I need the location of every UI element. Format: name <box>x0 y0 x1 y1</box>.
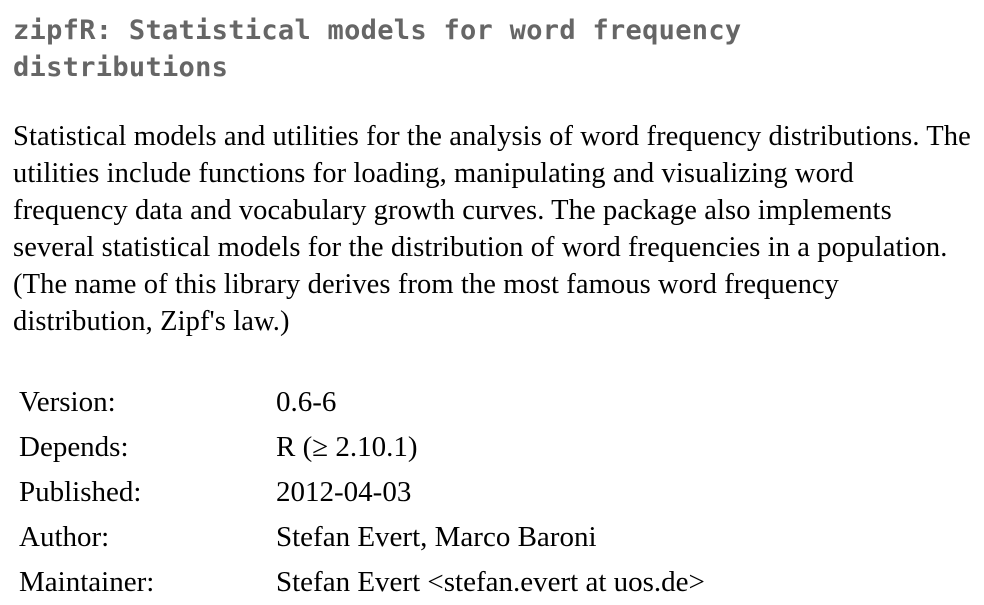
metadata-value: Stefan Evert, Marco Baroni <box>276 521 597 553</box>
package-title: zipfR: Statistical models for word frequ… <box>13 15 742 83</box>
metadata-row-maintainer: Maintainer: Stefan Evert <stefan.evert a… <box>19 560 705 605</box>
package-page: zipfR: Statistical models for word frequ… <box>13 0 973 605</box>
metadata-value: Stefan Evert <stefan.evert at uos.de> <box>276 566 705 598</box>
package-metadata-table: Version: 0.6-6 Depends: R (≥ 2.10.1) Pub… <box>19 380 705 605</box>
metadata-row-depends: Depends: R (≥ 2.10.1) <box>19 425 705 470</box>
metadata-row-published: Published: 2012-04-03 <box>19 470 705 515</box>
metadata-label: Maintainer: <box>19 566 155 598</box>
metadata-row-author: Author: Stefan Evert, Marco Baroni <box>19 515 705 560</box>
metadata-label: Depends: <box>19 431 129 463</box>
metadata-value: 0.6-6 <box>276 386 337 418</box>
metadata-label: Version: <box>19 386 116 418</box>
metadata-value: R (≥ 2.10.1) <box>276 431 418 463</box>
metadata-value: 2012-04-03 <box>276 476 412 508</box>
metadata-row-version: Version: 0.6-6 <box>19 380 705 425</box>
metadata-label: Author: <box>19 521 110 553</box>
metadata-label: Published: <box>19 476 142 508</box>
package-description: Statistical models and utilities for the… <box>13 121 971 337</box>
